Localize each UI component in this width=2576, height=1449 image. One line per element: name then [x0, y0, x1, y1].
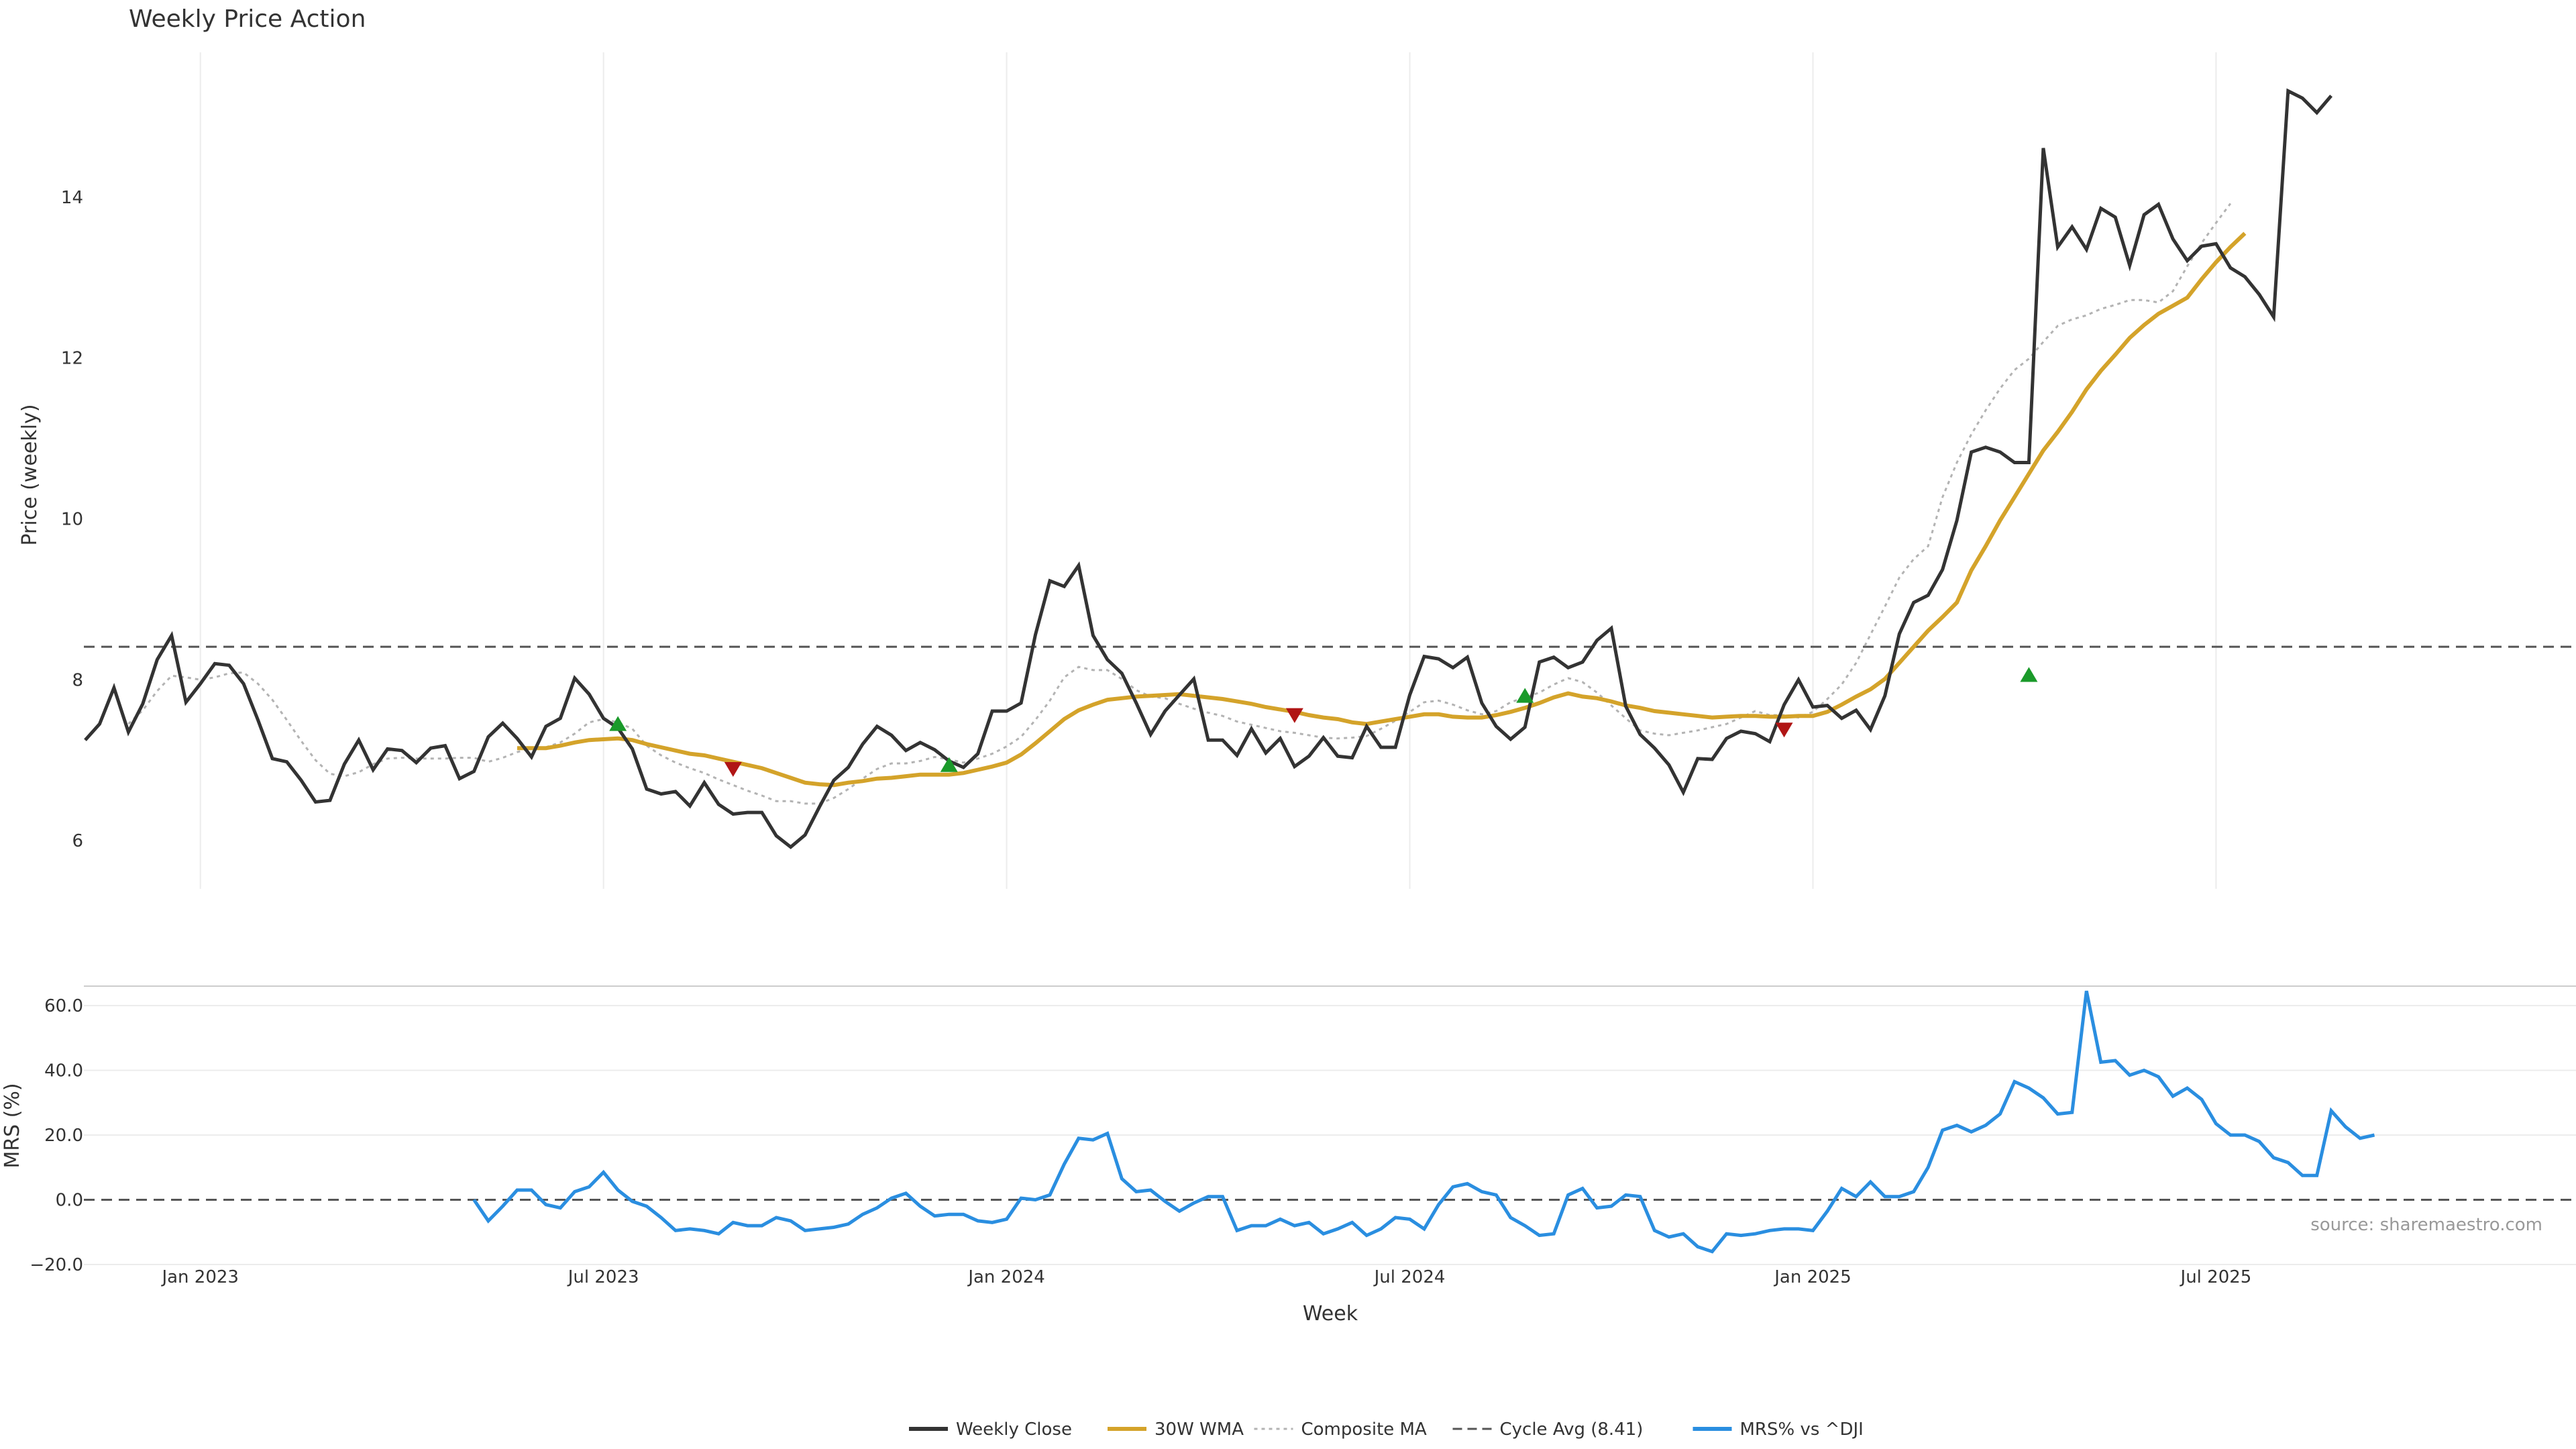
- legend-label-composite: Composite MA: [1301, 1419, 1427, 1440]
- x-tick-label: Jul 2025: [2180, 1267, 2252, 1287]
- legend-label-cycle: Cycle Avg (8.41): [1500, 1419, 1644, 1440]
- sell-signal-marker: [1775, 722, 1793, 738]
- price-y-tick-label: 6: [72, 831, 83, 851]
- buy-signal-marker: [1516, 688, 1534, 703]
- x-tick-label: Jul 2024: [1373, 1267, 1446, 1287]
- buy-signal-marker: [609, 716, 627, 731]
- x-tick-label: Jan 2025: [1773, 1267, 1851, 1287]
- mrs-y-tick-label: 20.0: [44, 1126, 83, 1146]
- mrs-line: [472, 990, 2375, 1254]
- x-axis-ticks: Jan 2023 Jul 2023 Jan 2024 Jul 2024 Jan 2025…: [160, 1267, 2251, 1287]
- mrs-y-axis-label: MRS (%): [1, 1083, 24, 1168]
- x-tick-label: Jul 2023: [567, 1267, 639, 1287]
- wma-30w-line: [517, 231, 2247, 788]
- sell-signal-marker: [1285, 708, 1303, 723]
- price-y-tick-label: 14: [61, 188, 83, 208]
- source-note: source: sharemaestro.com: [2310, 1215, 2542, 1235]
- x-tick-label: Jan 2023: [160, 1267, 239, 1287]
- legend-label-mrs: MRS% vs ^DJI: [1740, 1419, 1864, 1440]
- mrs-grid: [84, 1004, 2576, 1265]
- mrs-panel: −20.0 0.0 20.0 40.0 60.0 MRS (%) source: sha…: [1, 990, 2576, 1275]
- mrs-y-ticks: −20.0 0.0 20.0 40.0 60.0: [30, 996, 83, 1275]
- price-y-tick-label: 12: [61, 349, 83, 369]
- price-grid: [199, 52, 2217, 889]
- mrs-y-tick-label: 60.0: [44, 996, 83, 1016]
- x-tick-label: Jan 2024: [967, 1267, 1045, 1287]
- mrs-y-tick-label: 0.0: [56, 1190, 83, 1210]
- buy-signal-marker: [940, 757, 958, 772]
- price-y-axis-label: Price (weekly): [18, 404, 42, 545]
- legend-label-wma: 30W WMA: [1155, 1419, 1244, 1440]
- composite-ma-line: [127, 203, 2232, 805]
- chart-title: Weekly Price Action: [129, 5, 366, 33]
- buy-signal-marker: [2020, 667, 2038, 682]
- price-panel: 6 8 10 12 14 Price (weekly): [18, 52, 2576, 889]
- mrs-y-tick-label: −20.0: [30, 1255, 83, 1275]
- weekly-close-line: [84, 88, 2333, 849]
- legend-label-close: Weekly Close: [956, 1419, 1072, 1440]
- legend: Weekly Close 30W WMA Composite MA Cycle Avg…: [909, 1419, 1864, 1440]
- x-axis-label: Week: [1303, 1302, 1358, 1326]
- price-y-tick-label: 10: [61, 509, 83, 529]
- price-y-ticks: 6 8 10 12 14: [61, 188, 83, 851]
- signal-markers: [609, 667, 2038, 777]
- mrs-y-tick-label: 40.0: [44, 1061, 83, 1081]
- price-y-tick-label: 8: [72, 670, 83, 690]
- sell-signal-marker: [724, 761, 742, 777]
